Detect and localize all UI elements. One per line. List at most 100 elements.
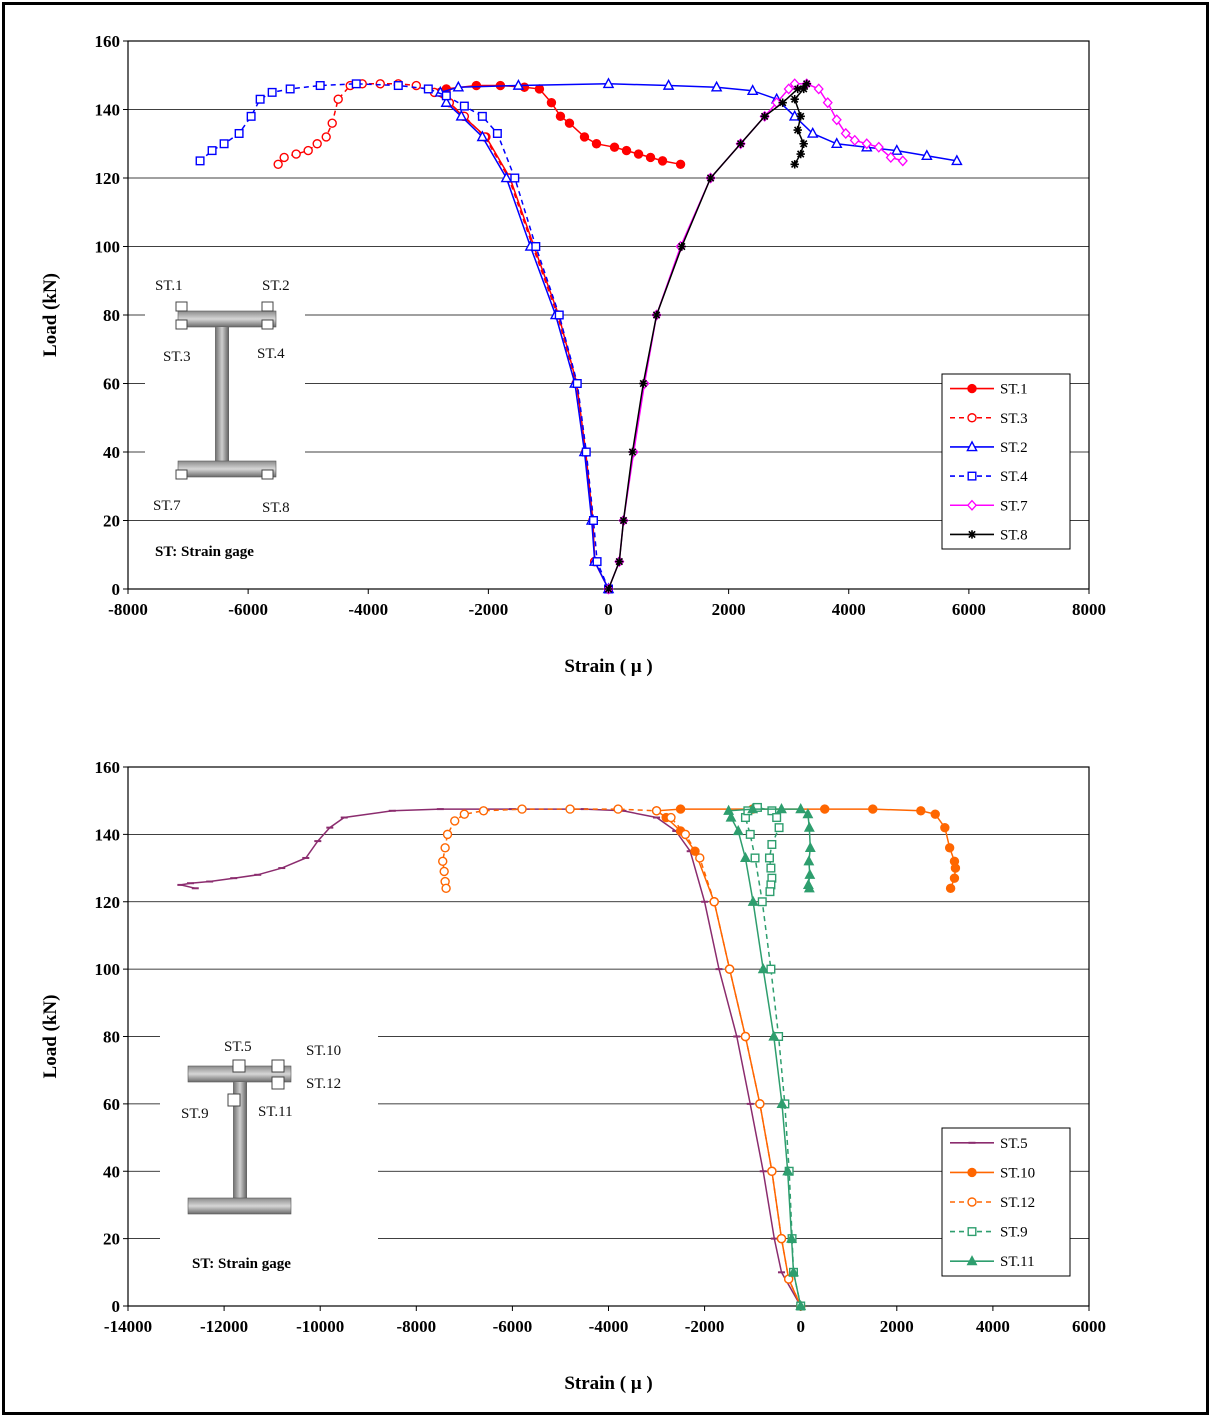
y-tick-label: 60 <box>103 1095 120 1114</box>
inset-gage-box <box>261 319 274 330</box>
data-point <box>393 81 403 91</box>
data-point <box>517 804 527 814</box>
y-tick-label: 120 <box>95 169 121 188</box>
data-point <box>822 97 833 109</box>
data-point <box>776 1097 788 1108</box>
data-point <box>766 964 776 974</box>
data-point <box>916 806 926 816</box>
data-point <box>441 883 451 893</box>
legend-marker <box>967 1227 977 1237</box>
inset-gage-box <box>175 301 188 312</box>
y-tick-label: 140 <box>95 101 121 120</box>
data-point <box>840 127 851 140</box>
legend: ST.5 ST.10 ST.12 ST.9 ST.11 <box>941 1127 1071 1277</box>
x-tick-label: 8000 <box>1072 600 1106 619</box>
legend-marker <box>967 1167 977 1178</box>
data-point <box>315 81 325 91</box>
y-tick-label: 0 <box>112 1297 121 1316</box>
data-point <box>795 803 807 814</box>
inset-web <box>215 327 229 461</box>
x-tick-label: -2000 <box>469 600 509 619</box>
x-tick-label: -8000 <box>396 1317 436 1336</box>
data-point <box>333 94 343 104</box>
y-tick-label: 20 <box>103 1230 120 1249</box>
legend-marker <box>966 440 978 452</box>
x-tick-label: 4000 <box>832 600 866 619</box>
data-point <box>813 83 824 95</box>
x-tick-label: 0 <box>604 600 613 619</box>
data-point <box>255 94 265 104</box>
data-point <box>788 1266 799 1277</box>
data-point <box>588 516 598 526</box>
data-point <box>591 139 602 149</box>
data-point <box>459 809 470 819</box>
legend-marker <box>966 499 978 511</box>
y-tick-label: 140 <box>95 825 121 844</box>
data-point <box>783 83 794 95</box>
data-point <box>710 80 723 92</box>
inset-label: ST.2 <box>262 278 290 294</box>
data-point <box>450 816 460 826</box>
data-point <box>868 804 878 814</box>
inset-gage-box <box>261 301 274 312</box>
data-point <box>774 823 784 833</box>
data-point <box>546 97 557 108</box>
x-tick-label: -6000 <box>493 1317 533 1336</box>
legend-label: ST.5 <box>1000 1136 1028 1152</box>
data-point <box>285 84 295 94</box>
x-tick-label: 2000 <box>712 600 746 619</box>
data-point <box>440 96 453 107</box>
series-ST.2 <box>434 77 963 594</box>
legend-marker <box>967 471 977 481</box>
data-point <box>312 139 322 149</box>
data-point <box>795 1299 807 1311</box>
data-point <box>724 964 735 974</box>
data-point <box>471 80 482 91</box>
data-point <box>492 128 502 138</box>
data-point <box>273 159 283 170</box>
y-axis-title: Load (kN) <box>40 995 61 1079</box>
legend-marker <box>966 1255 978 1266</box>
data-point <box>695 853 705 863</box>
inset-label: ST.3 <box>163 349 191 365</box>
data-point <box>675 804 686 814</box>
data-point <box>531 241 541 251</box>
y-tick-label: 0 <box>112 580 121 599</box>
y-tick-label: 20 <box>103 512 120 531</box>
y-axis-title: Load (kN) <box>40 273 61 357</box>
data-point <box>459 101 469 111</box>
x-tick-label: -4000 <box>589 1317 629 1336</box>
data-point <box>802 808 814 819</box>
data-point <box>740 1031 751 1042</box>
data-point <box>793 125 802 135</box>
data-point <box>796 149 805 159</box>
inset-web <box>233 1082 247 1198</box>
data-point <box>291 149 301 159</box>
x-tick-label: 6000 <box>952 600 986 619</box>
data-point <box>510 173 520 183</box>
inset-label: ST.12 <box>306 1076 341 1092</box>
data-point <box>455 109 468 121</box>
data-point <box>657 156 668 166</box>
data-point <box>767 806 777 816</box>
series-ST.8 <box>604 79 811 594</box>
y-tick-label: 120 <box>95 893 121 912</box>
data-point <box>438 856 448 867</box>
data-point <box>633 149 644 159</box>
data-point <box>246 111 256 121</box>
data-point <box>477 111 487 121</box>
series-line <box>441 808 802 1307</box>
data-point <box>604 584 613 594</box>
inset-background <box>160 1004 378 1286</box>
data-point <box>776 1233 787 1244</box>
legend-marker <box>967 530 977 539</box>
data-point <box>750 853 760 863</box>
data-point <box>651 806 662 816</box>
data-point <box>411 80 421 91</box>
data-point <box>921 149 933 161</box>
data-point <box>861 138 872 150</box>
data-point <box>803 821 815 832</box>
y-tick-label: 80 <box>103 306 120 325</box>
data-point <box>452 80 465 92</box>
